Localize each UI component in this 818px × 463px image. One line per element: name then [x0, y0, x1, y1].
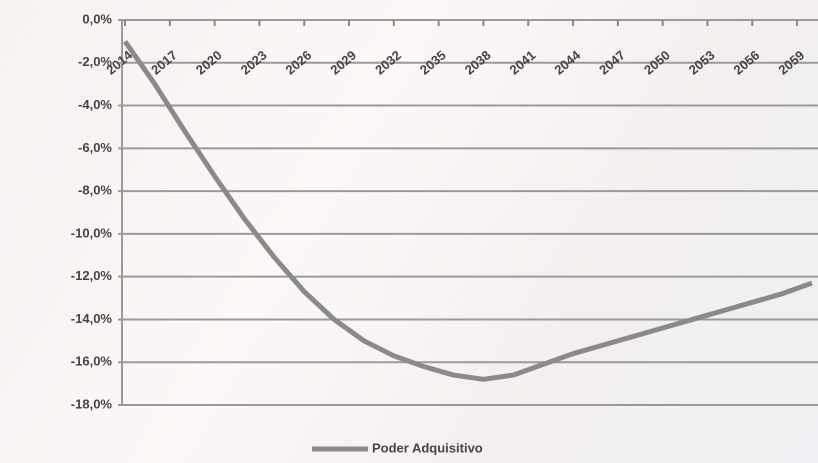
chart: 0,0%-2,0%-4,0%-6,0%-8,0%-10,0%-12,0%-14,…	[0, 0, 818, 463]
y-tick-label: -8,0%	[78, 183, 112, 198]
y-tick-label: -6,0%	[78, 140, 112, 155]
x-tick-label: 2050	[641, 47, 673, 77]
x-tick-label: 2023	[238, 47, 270, 77]
x-tick-label: 2035	[417, 47, 449, 77]
x-tick-label: 2017	[148, 47, 180, 77]
series-line	[125, 41, 812, 379]
x-tick-label: 2059	[775, 47, 807, 77]
x-tick-label: 2038	[462, 47, 494, 77]
x-tick-label: 2026	[283, 47, 315, 77]
y-tick-label: -10,0%	[71, 225, 113, 240]
y-tick-label: -4,0%	[78, 97, 112, 112]
x-tick-label: 2020	[193, 47, 225, 77]
x-tick-label: 2041	[507, 47, 539, 77]
y-tick-label: -18,0%	[71, 396, 113, 411]
x-tick-label: 2032	[372, 47, 404, 77]
y-tick-label: -16,0%	[71, 354, 113, 369]
y-tick-label: -12,0%	[71, 268, 113, 283]
y-tick-label: -14,0%	[71, 311, 113, 326]
legend-label: Poder Adquisitivo	[372, 440, 483, 455]
x-tick-label: 2053	[686, 47, 718, 77]
x-tick-label: 2044	[551, 47, 583, 78]
x-tick-label: 2047	[596, 47, 628, 77]
x-tick-label: 2056	[731, 47, 763, 77]
y-tick-label: 0,0%	[82, 11, 112, 26]
x-tick-label: 2029	[327, 47, 359, 77]
